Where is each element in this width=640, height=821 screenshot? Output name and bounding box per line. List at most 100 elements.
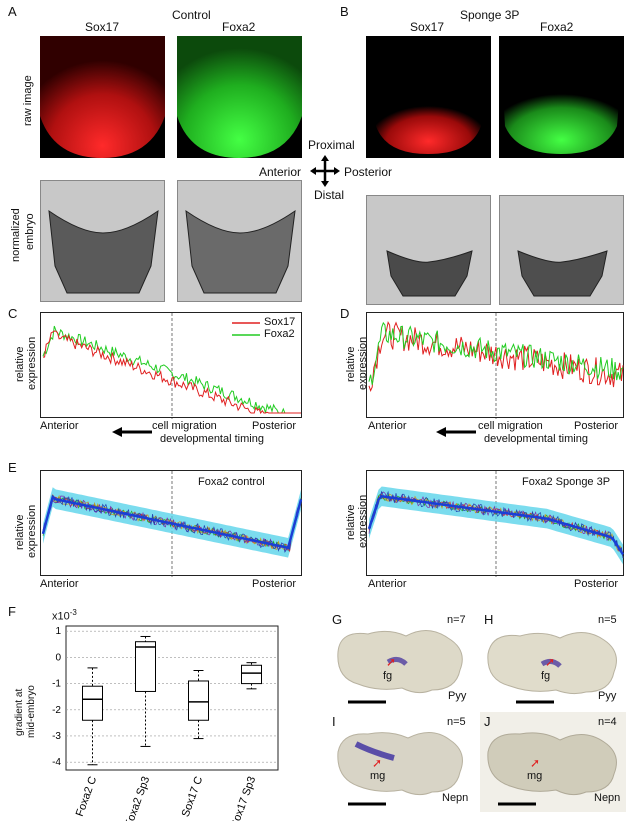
g-gene: Pyy <box>448 690 467 702</box>
y-tick-label: 0 <box>55 652 61 663</box>
e2-ylabel-relative: relative <box>345 504 357 540</box>
f-exponent: x10-3 <box>52 608 77 623</box>
f-ylabel-line1: gradient at <box>14 688 25 736</box>
panel-b-title: Sponge 3P <box>460 8 520 22</box>
raw-image-control-sox17 <box>40 36 165 158</box>
d-left-arrow-icon <box>436 427 476 437</box>
panel-letter-i: I <box>332 714 336 729</box>
sox17-line-c <box>42 330 301 415</box>
axis-proximal-label: Proximal <box>308 138 355 152</box>
raw-image-control-foxa2 <box>177 36 302 158</box>
photo-g <box>328 610 474 710</box>
j-arrow-label: mg <box>527 770 543 782</box>
c-ylabel-expression: expression <box>26 336 38 390</box>
photo-j <box>480 712 626 812</box>
foxa2-line-d <box>368 321 624 385</box>
c-x-posterior: Posterior <box>252 420 297 432</box>
g-red-arrow-icon: ➚ <box>386 655 397 669</box>
c-left-arrow-icon <box>112 427 152 437</box>
raw-image-sponge-foxa2 <box>499 36 624 158</box>
y-tick-label: -1 <box>52 679 61 690</box>
c-developmental-timing: developmental timing <box>160 433 264 445</box>
d-ylabel-relative: relative <box>345 346 357 382</box>
normalized-sponge-foxa2 <box>499 195 624 305</box>
c-ylabel-relative: relative <box>14 346 26 382</box>
legend-foxa2: Foxa2 <box>264 328 295 340</box>
c-x-anterior: Anterior <box>40 420 79 432</box>
h-red-arrow-icon: ➚ <box>545 655 556 669</box>
sox17-line-d <box>368 321 624 392</box>
photo-i <box>328 712 474 812</box>
e-x-anterior: Anterior <box>40 578 79 590</box>
axis-anterior-label: Anterior <box>259 165 302 179</box>
x-category-label: Foxa2 C <box>74 775 100 818</box>
e-sponge-title: Foxa2 Sponge 3P <box>522 476 611 488</box>
d-x-anterior: Anterior <box>368 420 407 432</box>
panel-letter-d: D <box>340 306 350 321</box>
x-category-label: Sox17 Sp3 <box>229 775 259 821</box>
x-category-label: Foxa2 Sp3 <box>123 775 152 821</box>
normalized-sponge-sox17 <box>366 195 491 305</box>
panel-letter-f: F <box>8 604 16 619</box>
h-gene: Pyy <box>598 690 617 702</box>
panel-b-col-sox17: Sox17 <box>410 20 445 34</box>
direction-cross-icon <box>310 155 340 187</box>
e-x-posterior: Posterior <box>252 578 297 590</box>
panel-letter-e: E <box>8 460 17 475</box>
box-2 <box>188 680 209 721</box>
box-plot-f: 1 0 -1 -2 -3 -4 Foxa2 C Foxa2 Sp3 Sox17 C Sox17 S… <box>52 625 279 821</box>
i-arrow-label: mg <box>370 770 386 782</box>
raw-image-sponge-sox17 <box>366 36 491 158</box>
photo-h <box>480 610 626 710</box>
panel-a-title: Control <box>172 8 211 22</box>
box-0 <box>82 685 103 721</box>
e2-x-posterior: Posterior <box>574 578 619 590</box>
panel-letter-j: J <box>484 714 491 729</box>
plot-c <box>40 312 302 419</box>
g-n-count: n=7 <box>447 614 466 626</box>
j-red-arrow-icon: ➚ <box>530 756 541 770</box>
normalized-control-foxa2 <box>177 180 302 302</box>
h-arrow-label: fg <box>541 670 551 682</box>
panel-letter-b: B <box>340 4 349 19</box>
e-control-title: Foxa2 control <box>198 476 265 488</box>
i-red-arrow-icon: ➚ <box>372 756 383 770</box>
plot-d <box>366 312 624 419</box>
panel-letter-c: C <box>8 306 18 321</box>
row-label-embryo: embryo <box>24 213 36 250</box>
panel-a-col-sox17: Sox17 <box>85 20 120 34</box>
panel-letter-a: A <box>8 4 17 19</box>
normalized-control-sox17 <box>40 180 165 302</box>
d-x-posterior: Posterior <box>574 420 619 432</box>
axis-distal-label: Distal <box>314 188 345 202</box>
i-n-count: n=5 <box>447 716 466 728</box>
c-cell-migration: cell migration <box>152 420 217 432</box>
d-cell-migration: cell migration <box>478 420 543 432</box>
foxa2-line-c <box>42 325 301 414</box>
j-n-count: n=4 <box>598 716 617 728</box>
h-n-count: n=5 <box>598 614 617 626</box>
legend-sox17: Sox17 <box>264 316 296 328</box>
j-gene: Nepn <box>594 792 621 804</box>
y-tick-label: 1 <box>55 626 61 637</box>
legend-lines-icon <box>232 322 260 336</box>
e-ylabel-relative: relative <box>14 514 26 550</box>
e2-x-anterior: Anterior <box>368 578 407 590</box>
mean-line <box>41 494 303 550</box>
box-3 <box>241 664 262 685</box>
row-label-raw-image: raw image <box>22 75 34 126</box>
y-tick-label: -2 <box>52 705 61 716</box>
panel-letter-h: H <box>484 612 494 627</box>
y-tick-label: -4 <box>52 757 61 768</box>
mean-line <box>367 494 625 556</box>
e-ylabel-expression: expression <box>26 504 38 558</box>
d-developmental-timing: developmental timing <box>484 433 588 445</box>
panel-a-col-foxa2: Foxa2 <box>222 20 256 34</box>
axis-posterior-label: Posterior <box>344 165 393 179</box>
panel-b-col-foxa2: Foxa2 <box>540 20 574 34</box>
i-gene: Nepn <box>442 792 469 804</box>
row-label-normalized: normalized <box>10 208 22 262</box>
panel-letter-g: G <box>332 612 343 627</box>
y-tick-label: -3 <box>52 731 61 742</box>
box-1 <box>135 641 156 692</box>
